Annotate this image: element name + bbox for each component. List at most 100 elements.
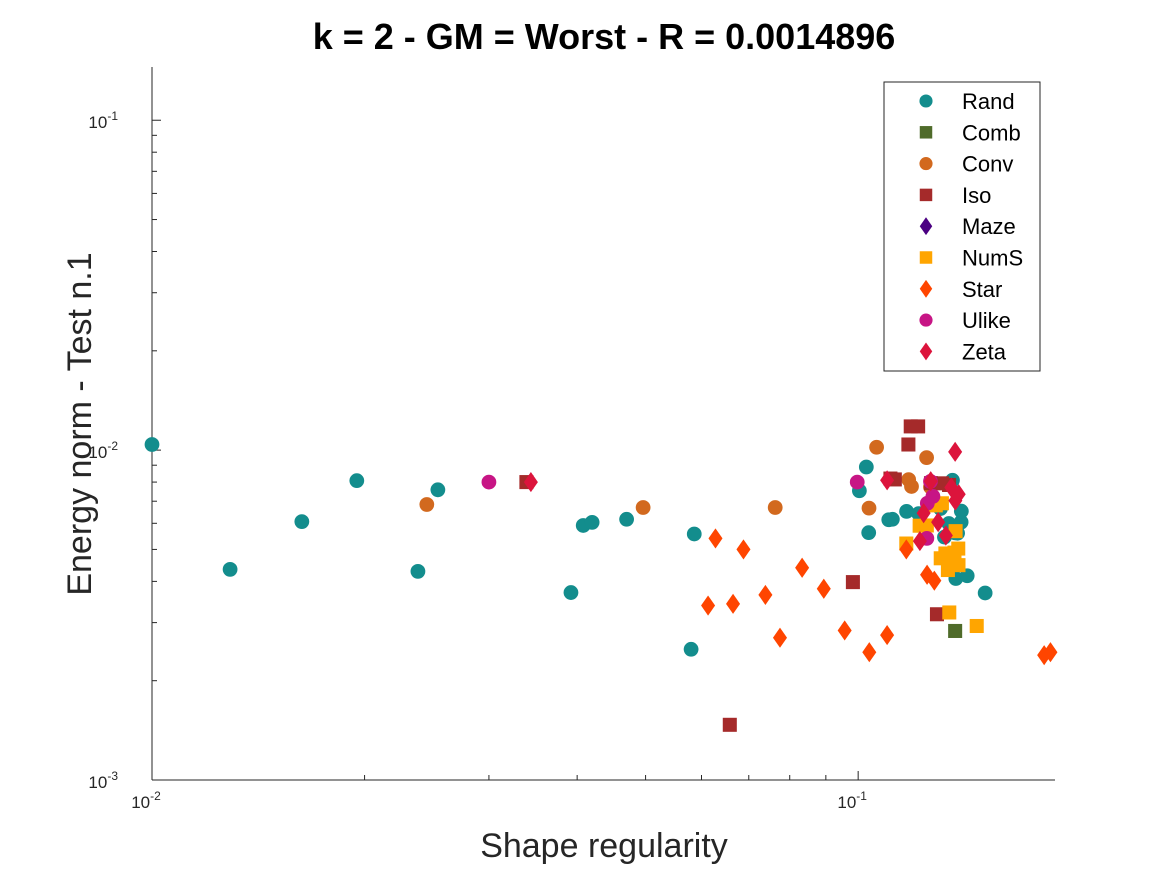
data-point-star bbox=[927, 570, 942, 591]
data-point-star bbox=[736, 539, 751, 560]
data-point-star bbox=[701, 595, 716, 616]
data-point-nums bbox=[942, 605, 957, 620]
legend-item-star: Star bbox=[919, 277, 1002, 302]
legend-label-rand: Rand bbox=[962, 89, 1015, 114]
data-point-iso bbox=[722, 717, 737, 732]
data-point-zeta bbox=[916, 503, 931, 524]
data-point-rand bbox=[686, 526, 702, 542]
legend-marker-star bbox=[919, 279, 933, 298]
legend-item-iso: Iso bbox=[919, 183, 991, 208]
legend-label-conv: Conv bbox=[962, 152, 1013, 177]
data-point-zeta bbox=[880, 470, 895, 491]
axis-ticks: 10-2 10-110-310-210-1 bbox=[88, 109, 867, 812]
x-axis-label: Shape regularity bbox=[480, 827, 728, 865]
data-point-iso bbox=[845, 575, 860, 590]
data-point-star bbox=[1037, 645, 1052, 666]
legend-item-maze: Maze bbox=[919, 214, 1016, 239]
data-point-rand bbox=[884, 511, 900, 527]
legend-marker-iso bbox=[919, 188, 933, 202]
data-point-ulike bbox=[849, 474, 865, 490]
data-point-star bbox=[708, 528, 723, 549]
data-point-star bbox=[899, 539, 914, 560]
data-point-rand bbox=[861, 525, 877, 541]
legend-label-ulike: Ulike bbox=[962, 308, 1011, 333]
data-point-conv bbox=[904, 479, 919, 494]
data-point-conv bbox=[919, 450, 934, 465]
legend-item-comb: Comb bbox=[919, 120, 1021, 145]
legend: Rand Comb Conv Iso Maze NumS Star Ulike Zeta bbox=[883, 81, 1041, 372]
data-point-star bbox=[726, 593, 741, 614]
legend-item-nums: NumS bbox=[919, 246, 1023, 271]
legend-item-zeta: Zeta bbox=[919, 339, 1007, 364]
y-axis-label: Energy norm - Test n.1 bbox=[61, 252, 99, 595]
data-point-rand bbox=[410, 563, 426, 579]
data-point-zeta bbox=[912, 530, 927, 552]
data-point-rand bbox=[144, 437, 160, 452]
data-point-star bbox=[758, 584, 773, 605]
legend-marker-zeta bbox=[919, 342, 933, 361]
data-point-rand bbox=[584, 514, 600, 530]
data-point-rand bbox=[899, 504, 914, 519]
series-zeta bbox=[523, 441, 966, 552]
legend-label-nums: NumS bbox=[962, 246, 1023, 271]
legend-marker-comb bbox=[919, 126, 933, 139]
data-point-rand bbox=[349, 473, 365, 489]
data-point-conv bbox=[861, 500, 877, 516]
data-point-iso bbox=[911, 419, 926, 434]
chart-title: k = 2 - GM = Worst - R = 0.0014896 bbox=[313, 16, 896, 57]
data-point-star bbox=[772, 627, 788, 648]
data-point-conv bbox=[635, 500, 651, 515]
data-point-zeta bbox=[931, 512, 946, 533]
data-point-rand bbox=[563, 585, 579, 600]
legend-item-ulike: Ulike bbox=[919, 308, 1011, 333]
data-point-star bbox=[795, 557, 810, 578]
series-conv bbox=[419, 439, 938, 516]
data-point-conv bbox=[869, 439, 884, 455]
legend-item-rand: Rand bbox=[919, 89, 1015, 114]
data-point-rand bbox=[977, 585, 993, 601]
data-points bbox=[144, 419, 1058, 732]
series-star bbox=[701, 528, 1058, 666]
legend-label-zeta: Zeta bbox=[962, 339, 1007, 364]
data-point-iso bbox=[901, 437, 916, 452]
data-point-comb bbox=[948, 623, 963, 638]
legend-label-maze: Maze bbox=[962, 214, 1016, 239]
data-point-nums bbox=[951, 541, 966, 556]
data-point-nums bbox=[969, 618, 984, 634]
data-point-zeta bbox=[523, 472, 538, 493]
legend-box bbox=[883, 81, 1041, 372]
data-point-rand bbox=[294, 514, 310, 530]
legend-marker-nums bbox=[919, 251, 933, 264]
data-point-star bbox=[880, 624, 895, 646]
series-comb bbox=[948, 623, 963, 638]
data-point-iso bbox=[929, 607, 944, 622]
data-point-conv bbox=[419, 497, 435, 512]
legend-marker-rand bbox=[919, 94, 933, 108]
legend-label-comb: Comb bbox=[962, 120, 1021, 145]
data-point-zeta bbox=[938, 525, 953, 546]
legend-marker-conv bbox=[919, 157, 933, 171]
data-point-zeta bbox=[951, 484, 966, 505]
data-point-ulike bbox=[925, 489, 941, 504]
data-point-star bbox=[1043, 642, 1058, 663]
data-point-rand bbox=[222, 561, 238, 577]
legend-marker-maze bbox=[919, 217, 933, 236]
data-point-conv bbox=[767, 500, 783, 515]
legend-label-star: Star bbox=[962, 277, 1002, 302]
legend-label-iso: Iso bbox=[962, 183, 991, 208]
data-point-zeta bbox=[923, 471, 938, 492]
data-point-star bbox=[816, 578, 831, 599]
data-point-star bbox=[862, 642, 877, 663]
data-point-rand bbox=[619, 511, 634, 527]
legend-marker-ulike bbox=[919, 313, 933, 327]
data-point-zeta bbox=[948, 441, 963, 462]
data-point-rand bbox=[430, 482, 446, 498]
data-point-ulike bbox=[481, 474, 497, 490]
legend-item-conv: Conv bbox=[919, 152, 1013, 177]
data-point-rand bbox=[858, 459, 874, 475]
data-point-rand bbox=[683, 641, 699, 657]
data-point-star bbox=[837, 620, 852, 641]
data-point-nums bbox=[951, 558, 966, 573]
data-point-rand bbox=[953, 503, 969, 519]
